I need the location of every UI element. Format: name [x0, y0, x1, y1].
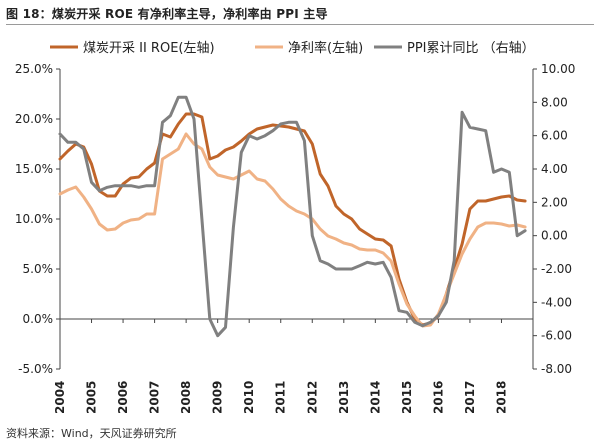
left-tick-label: 5.0% — [23, 262, 54, 276]
x-tick-label: 2005 — [85, 381, 99, 414]
x-tick-label: 2017 — [463, 381, 477, 414]
right-tick-label: -4.00 — [541, 295, 572, 309]
legend-label-npm: 净利率(左轴) — [288, 40, 363, 56]
x-tick-label: 2009 — [211, 381, 225, 414]
x-tick-label: 2014 — [368, 381, 382, 414]
dual-axis-line-chart: 25.0% 20.0% 15.0% 10.0% 5.0% 0.0% -5.0% 10.00 8.… — [15, 40, 575, 414]
x-tick-label: 2004 — [53, 381, 67, 414]
left-tick-label: 10.0% — [15, 212, 53, 226]
figure-title: 图 18：煤炭开采 ROE 有净利率主导，净利率由 PPI 主导 — [6, 7, 328, 21]
source-note: 资料来源：Wind，天风证券研究所 — [6, 427, 177, 440]
right-tick-label: 6.00 — [541, 129, 568, 143]
right-tick-label: 4.00 — [541, 162, 568, 176]
x-tick-label: 2008 — [179, 381, 193, 414]
left-tick-label: 20.0% — [15, 112, 53, 126]
x-tick-label: 2010 — [242, 381, 256, 414]
right-tick-label: 2.00 — [541, 195, 568, 209]
right-tick-label: -2.00 — [541, 262, 572, 276]
right-tick-label: 10.00 — [541, 62, 575, 76]
legend-label-ppi: PPI累计同比 （右轴） — [407, 41, 535, 56]
left-tick-label: 25.0% — [15, 62, 53, 76]
left-tick-label: 15.0% — [15, 162, 53, 176]
x-tick-label: 2011 — [274, 381, 288, 414]
left-tick-label: -5.0% — [18, 362, 53, 376]
legend-label-roe: 煤炭开采 II ROE(左轴) — [83, 41, 215, 56]
right-tick-label: 8.00 — [541, 95, 568, 109]
x-tick-label: 2007 — [148, 381, 162, 414]
x-tick-label: 2006 — [116, 381, 130, 414]
x-tick-label: 2013 — [337, 381, 351, 414]
series-line-ppi — [58, 95, 527, 338]
title-rule — [6, 24, 594, 25]
right-tick-label: -6.00 — [541, 329, 572, 343]
right-tick-label: 0.00 — [541, 229, 568, 243]
x-tick-label: 2018 — [494, 381, 508, 414]
left-tick-label: 0.0% — [23, 312, 54, 326]
x-tick-label: 2016 — [431, 381, 445, 414]
x-tick-label: 2015 — [400, 381, 414, 414]
x-tick-label: 2012 — [305, 381, 319, 414]
right-tick-label: -8.00 — [541, 362, 572, 376]
